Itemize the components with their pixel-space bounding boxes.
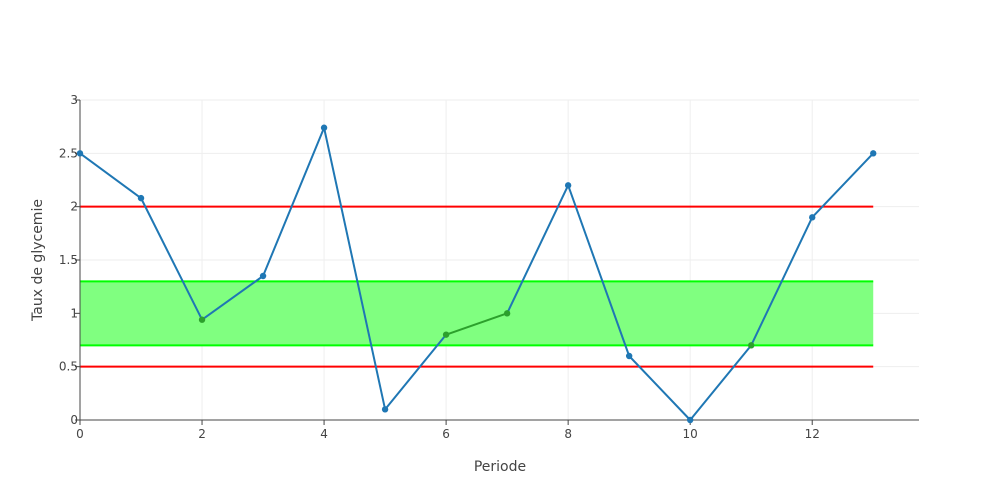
data-point (686, 416, 694, 424)
series-line-segment (445, 312, 509, 336)
series-line-segment (140, 197, 204, 321)
tick-labels: 0 2 4 6 8 10 12 0 0.5 1 1.5 2 2.5 3 (59, 93, 820, 441)
series-line-segment (689, 344, 753, 421)
x-tick-label: 8 (564, 427, 572, 441)
reference-lines (80, 205, 874, 368)
data-point (809, 214, 816, 221)
y-tick-label: 0.5 (59, 360, 78, 374)
series-line-segment (750, 216, 814, 347)
y-axis-title: Taux de glycemie (30, 199, 46, 322)
x-tick-label: 6 (442, 427, 450, 441)
series-line-segment (384, 333, 448, 411)
data-point (381, 406, 389, 413)
data-point (76, 150, 84, 157)
grid (80, 99, 919, 420)
series-line-segment (811, 152, 875, 219)
data-point (442, 331, 450, 338)
series-line-segment (323, 126, 387, 411)
data-point (503, 310, 511, 317)
x-tick-label: 2 (198, 427, 206, 441)
y-tick-label: 2 (70, 200, 78, 214)
series-line-segment (506, 184, 570, 315)
data-point (137, 194, 145, 202)
series (76, 124, 877, 424)
data-point (320, 124, 328, 131)
x-tick-label: 10 (683, 427, 698, 441)
series-line-segment (79, 152, 143, 200)
data-point (870, 150, 877, 157)
y-tick-label: 1 (70, 306, 78, 320)
data-point (564, 182, 572, 189)
data-point (198, 316, 206, 323)
data-point (748, 342, 755, 349)
x-axis-title: Periode (474, 459, 526, 475)
y-tick-label: 0 (70, 413, 78, 427)
series-line-segment (262, 126, 326, 277)
series-line-segment (201, 275, 265, 321)
y-tick-label: 2.5 (59, 146, 78, 160)
series-line-segment (567, 184, 631, 357)
x-tick-label: 12 (805, 427, 820, 441)
y-tick-label: 1.5 (59, 253, 78, 267)
series-line-segment (628, 355, 692, 421)
data-point (625, 352, 633, 360)
x-tick-label: 0 (76, 427, 84, 441)
x-tick-label: 4 (320, 427, 328, 441)
data-point (259, 272, 267, 280)
y-tick-label: 3 (70, 93, 78, 107)
